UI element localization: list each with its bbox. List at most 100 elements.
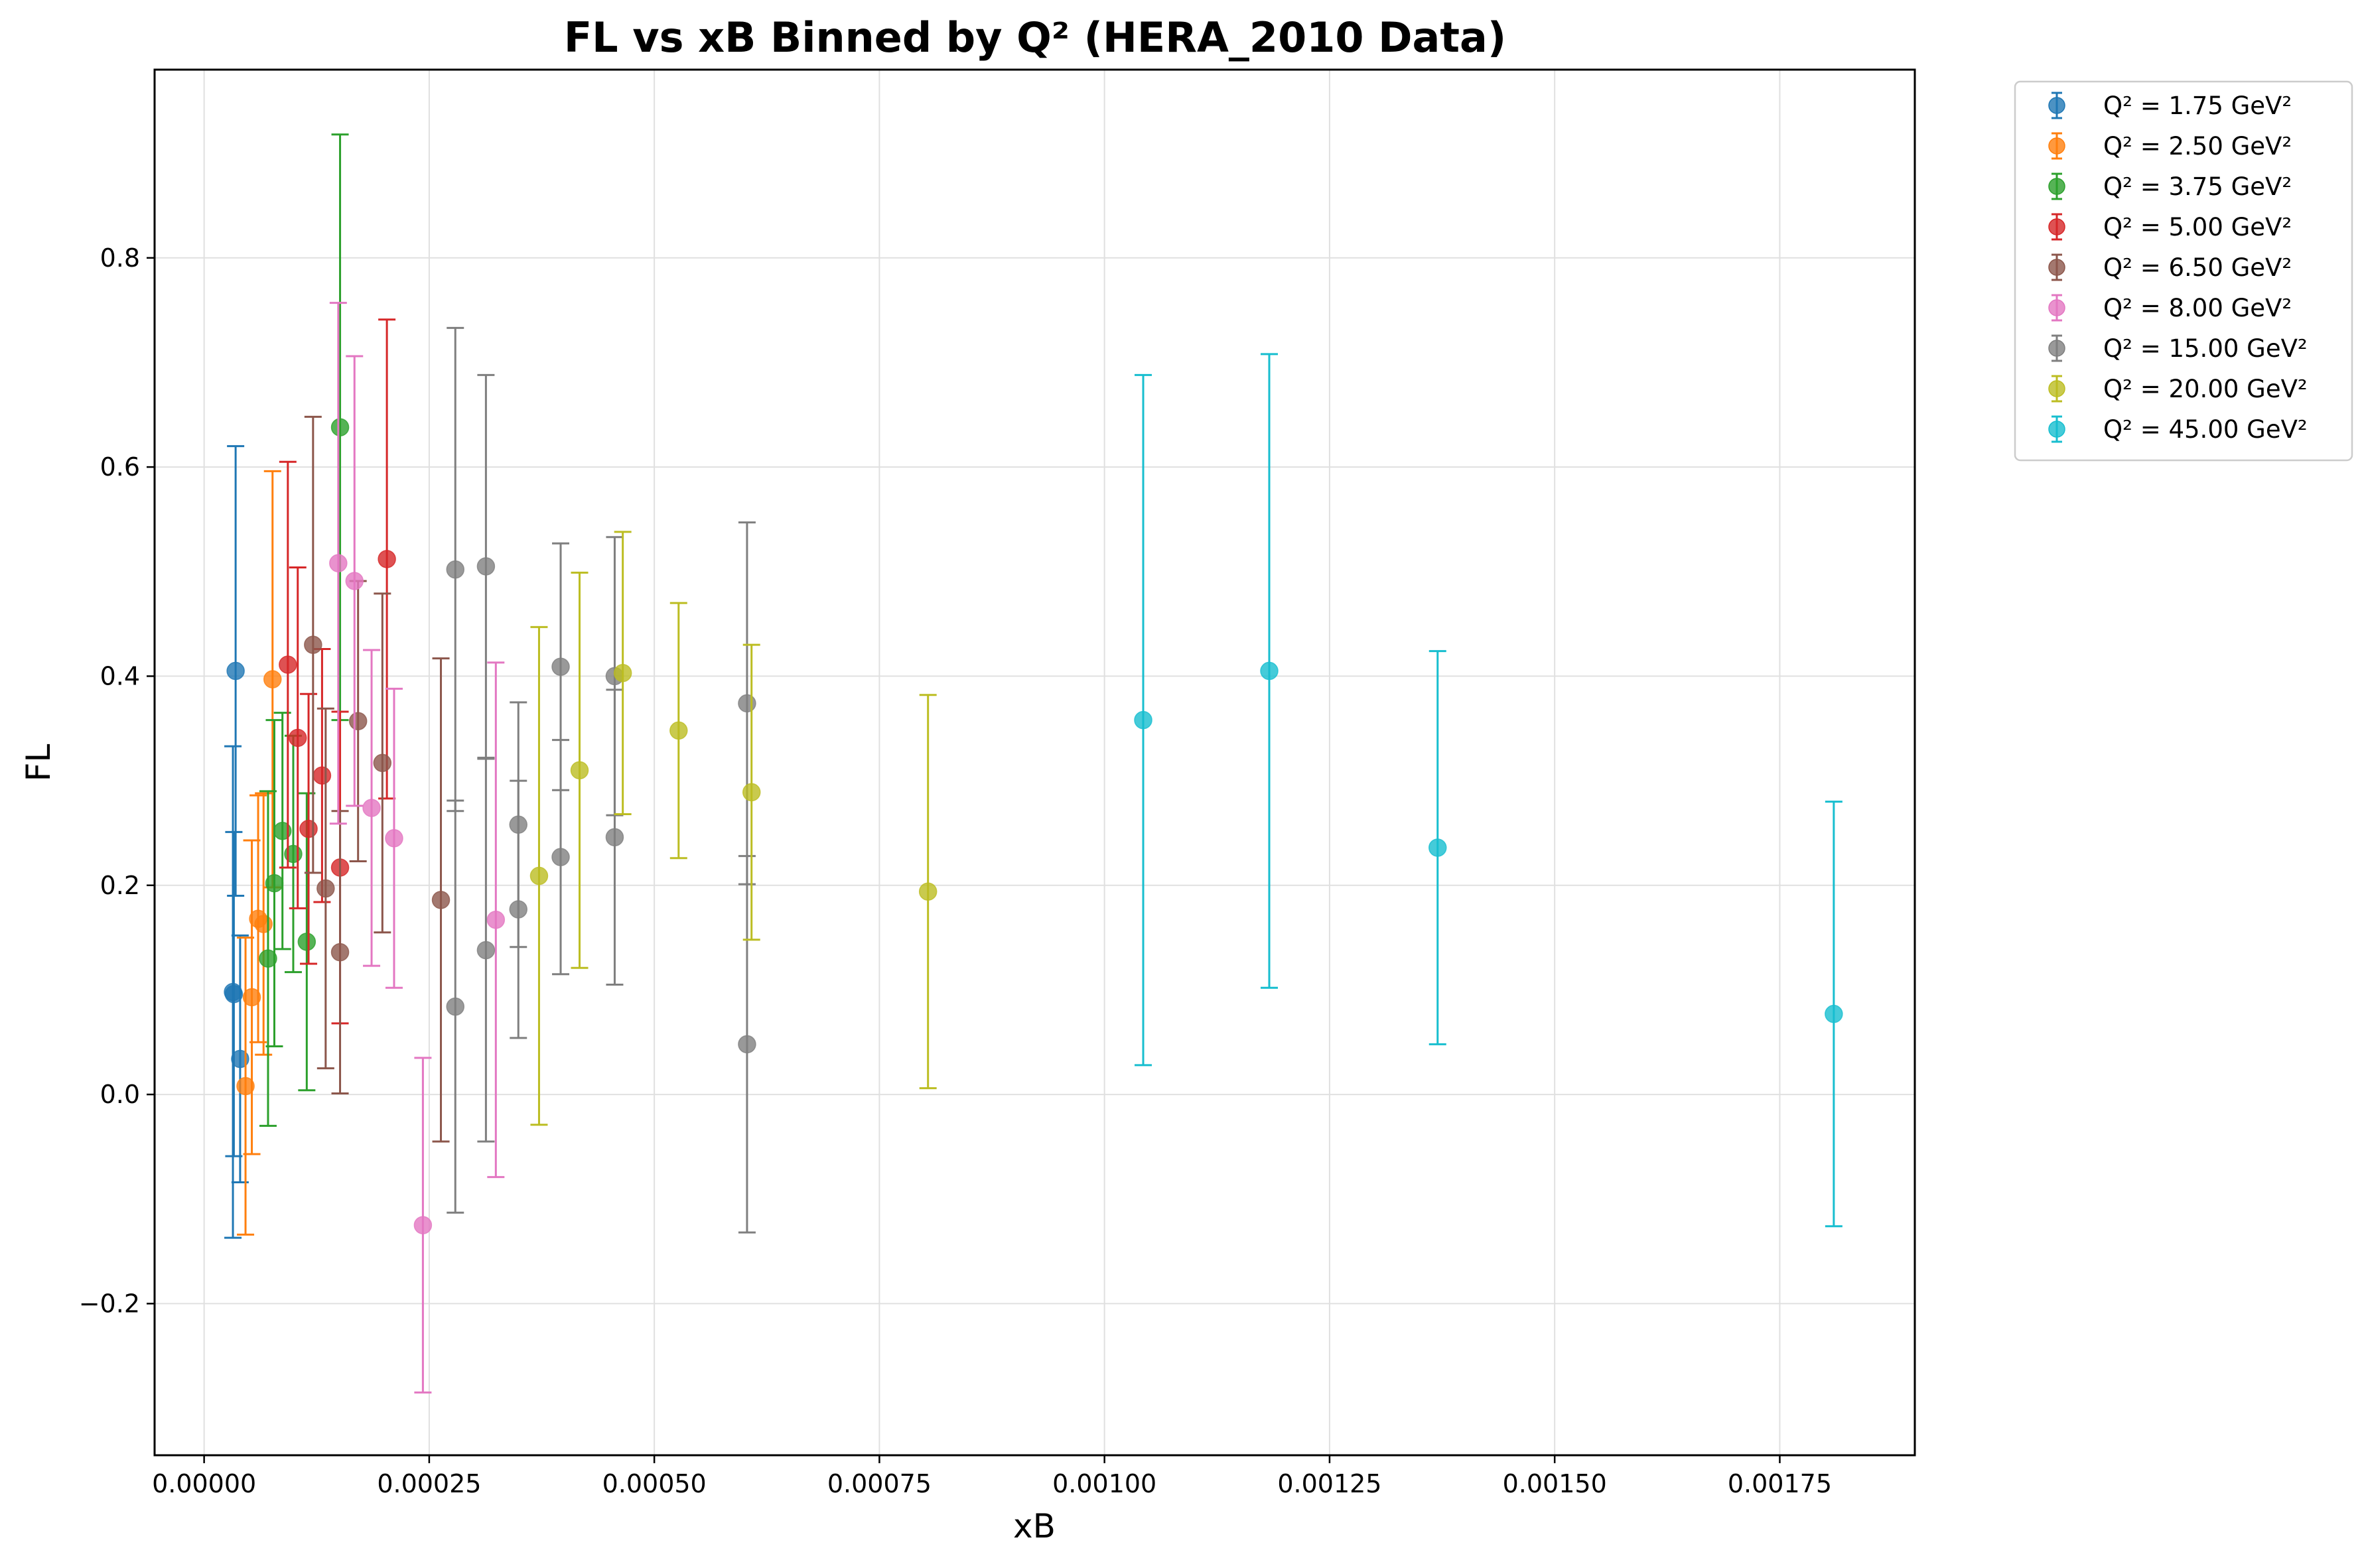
legend-label: Q² = 8.00 GeV²	[2103, 294, 2292, 322]
y-tick-label: 0.6	[100, 452, 140, 482]
legend-box	[2014, 80, 2353, 462]
data-point	[242, 988, 261, 1007]
x-tick-label: 0.00075	[827, 1469, 932, 1498]
legend-label: Q² = 2.50 GeV²	[2103, 132, 2292, 161]
legend-entry: Q² = 20.00 GeV²	[2048, 375, 2308, 403]
data-point	[373, 753, 392, 773]
legend-marker	[2048, 421, 2065, 438]
data-point	[378, 550, 396, 568]
data-point	[316, 879, 335, 898]
y-tick-label: 0.0	[100, 1080, 140, 1109]
data-point	[273, 822, 292, 840]
data-point	[509, 900, 527, 919]
data-point	[669, 721, 688, 740]
data-point	[385, 829, 403, 848]
data-point	[297, 933, 316, 951]
data-point	[330, 418, 350, 436]
x-tick-label: 0.00100	[1052, 1469, 1156, 1498]
data-point	[431, 891, 451, 909]
data-point	[362, 799, 381, 817]
y-tick-label: 0.2	[100, 871, 140, 900]
legend-label: Q² = 20.00 GeV²	[2103, 375, 2308, 403]
data-point	[265, 874, 284, 893]
data-point	[299, 819, 318, 838]
data-point	[1260, 661, 1279, 681]
legend-entry: Q² = 5.00 GeV²	[2048, 213, 2292, 241]
legend-entry: Q² = 8.00 GeV²	[2048, 294, 2292, 322]
data-point	[551, 657, 570, 676]
chart-title: FL vs xB Binned by Q² (HERA_2010 Data)	[564, 13, 1506, 62]
legend-label: Q² = 5.00 GeV²	[2103, 213, 2292, 241]
data-point	[289, 728, 307, 748]
legend-entry: Q² = 3.75 GeV²	[2048, 172, 2292, 201]
legend-marker	[2048, 340, 2065, 357]
legend-entry: Q² = 2.50 GeV²	[2048, 132, 2292, 161]
legend-label: Q² = 15.00 GeV²	[2103, 334, 2308, 363]
legend-marker	[2048, 380, 2065, 397]
x-tick-label: 0.00175	[1728, 1469, 1832, 1498]
data-point	[345, 572, 364, 590]
data-point	[476, 557, 496, 576]
legend-entry: Q² = 15.00 GeV²	[2048, 334, 2308, 363]
data-point	[226, 661, 245, 681]
data-point	[551, 848, 570, 866]
legend-label: Q² = 3.75 GeV²	[2103, 172, 2292, 201]
axis-ticks: 0.00000 0.00025 0.00050 0.00075 0.00100 0.001…	[79, 243, 1832, 1498]
series-group	[329, 302, 506, 1394]
legend: Q² = 1.75 GeV² Q² = 2.50 GeV² Q² = 3.75 Ge…	[2014, 80, 2353, 462]
data-point	[738, 1035, 756, 1054]
legend-marker	[2048, 97, 2065, 114]
data-point	[263, 670, 282, 688]
data-point	[236, 1077, 255, 1096]
data-point	[738, 694, 756, 713]
data-point	[304, 635, 322, 654]
data-point	[413, 1216, 433, 1234]
legend-marker	[2048, 137, 2065, 155]
y-tick-label: 0.4	[100, 661, 140, 690]
legend-marker	[2048, 178, 2065, 195]
data-point	[279, 655, 297, 674]
data-point	[613, 663, 632, 683]
data-point	[605, 828, 624, 846]
data-point	[348, 712, 368, 730]
data-point	[1825, 1004, 1843, 1023]
data-point	[476, 941, 496, 960]
legend-marker	[2048, 218, 2065, 235]
x-tick-label: 0.00000	[152, 1469, 256, 1498]
data-point	[329, 554, 348, 572]
x-axis-label: xB	[1013, 1507, 1056, 1545]
legend-label: Q² = 6.50 GeV²	[2103, 253, 2292, 282]
data-point	[570, 761, 589, 780]
legend-entry: Q² = 1.75 GeV²	[2048, 92, 2292, 120]
data-point	[742, 783, 761, 802]
y-axis-label: FL	[19, 744, 58, 782]
y-tick-label: −0.2	[79, 1289, 140, 1318]
grid	[155, 70, 1915, 1455]
legend-marker	[2048, 299, 2065, 316]
data-point	[224, 984, 243, 1004]
data-point	[231, 1049, 249, 1069]
x-tick-label: 0.00050	[602, 1469, 707, 1498]
y-tick-label: 0.8	[100, 243, 140, 273]
data-point	[486, 911, 506, 929]
data-point	[918, 882, 938, 901]
data-point	[330, 943, 350, 962]
series-group	[224, 445, 249, 1239]
data-point	[1134, 710, 1152, 730]
data-point	[313, 766, 332, 785]
legend-entry: Q² = 6.50 GeV²	[2048, 253, 2292, 282]
series-group	[529, 531, 938, 1126]
legend-label: Q² = 1.75 GeV²	[2103, 92, 2292, 120]
data-point	[254, 915, 273, 933]
x-tick-label: 0.00125	[1277, 1469, 1381, 1498]
data-point	[446, 560, 464, 579]
series-group	[1134, 353, 1843, 1228]
data-point	[1428, 838, 1447, 857]
x-tick-label: 0.00025	[377, 1469, 481, 1498]
legend-entry: Q² = 45.00 GeV²	[2048, 415, 2308, 444]
plot-frame	[153, 68, 1916, 1457]
x-tick-label: 0.00150	[1503, 1469, 1607, 1498]
data-point	[446, 997, 464, 1016]
data-point	[529, 866, 549, 885]
